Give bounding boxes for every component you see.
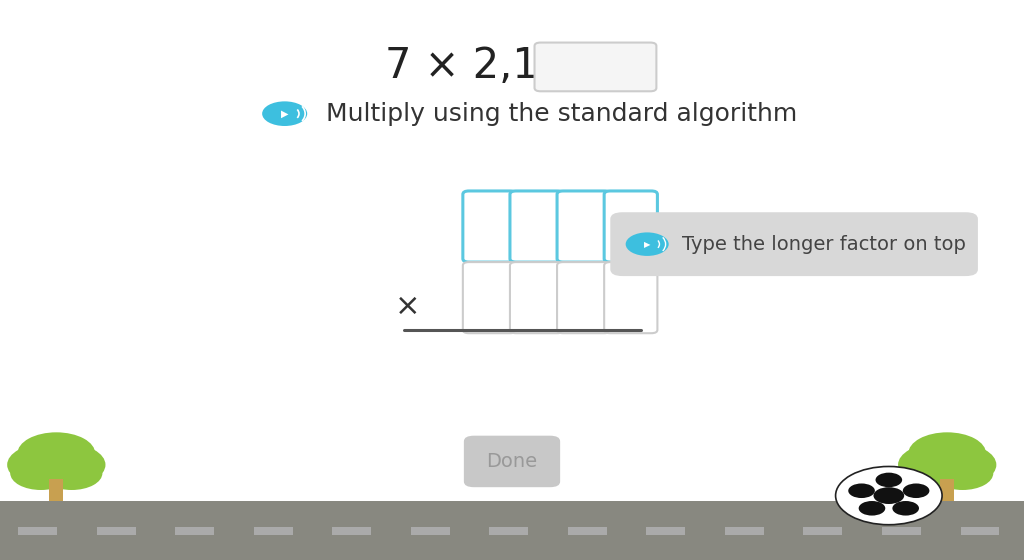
Bar bbox=[254, 527, 293, 535]
FancyBboxPatch shape bbox=[604, 191, 657, 262]
Bar bbox=[961, 527, 999, 535]
Bar bbox=[804, 527, 843, 535]
FancyBboxPatch shape bbox=[604, 262, 657, 333]
Circle shape bbox=[898, 444, 976, 486]
Circle shape bbox=[7, 444, 85, 486]
FancyBboxPatch shape bbox=[463, 191, 516, 262]
FancyBboxPatch shape bbox=[557, 262, 610, 333]
Bar bbox=[489, 527, 528, 535]
Circle shape bbox=[626, 232, 669, 256]
Circle shape bbox=[836, 466, 942, 525]
Circle shape bbox=[901, 456, 963, 490]
Circle shape bbox=[848, 483, 874, 498]
FancyBboxPatch shape bbox=[610, 212, 978, 276]
Text: Type the longer factor on top: Type the longer factor on top bbox=[682, 235, 966, 254]
Bar bbox=[568, 527, 607, 535]
Bar bbox=[646, 527, 685, 535]
FancyBboxPatch shape bbox=[463, 262, 516, 333]
Text: 7 × 2,162 =: 7 × 2,162 = bbox=[385, 45, 639, 87]
Bar bbox=[97, 527, 136, 535]
Circle shape bbox=[859, 501, 886, 516]
Bar bbox=[333, 527, 372, 535]
Text: ×: × bbox=[395, 292, 420, 321]
Bar bbox=[882, 527, 921, 535]
Text: ▶: ▶ bbox=[281, 109, 289, 119]
FancyBboxPatch shape bbox=[510, 262, 563, 333]
Circle shape bbox=[876, 473, 902, 487]
Circle shape bbox=[41, 456, 102, 490]
Bar bbox=[0, 501, 1024, 560]
Text: ▶: ▶ bbox=[644, 240, 650, 249]
Circle shape bbox=[919, 444, 996, 486]
Circle shape bbox=[17, 432, 95, 475]
Circle shape bbox=[873, 487, 904, 504]
Text: Done: Done bbox=[486, 452, 538, 471]
FancyBboxPatch shape bbox=[557, 191, 610, 262]
FancyBboxPatch shape bbox=[535, 43, 656, 91]
Circle shape bbox=[932, 456, 993, 490]
Circle shape bbox=[908, 432, 986, 475]
Bar bbox=[940, 479, 954, 501]
Bar bbox=[725, 527, 764, 535]
Text: Multiply using the standard algorithm: Multiply using the standard algorithm bbox=[326, 102, 797, 125]
Circle shape bbox=[262, 101, 307, 126]
FancyBboxPatch shape bbox=[510, 191, 563, 262]
FancyBboxPatch shape bbox=[464, 436, 560, 487]
Circle shape bbox=[892, 501, 919, 516]
Bar bbox=[49, 479, 63, 501]
Circle shape bbox=[903, 483, 930, 498]
Bar bbox=[18, 527, 57, 535]
Polygon shape bbox=[625, 232, 647, 256]
Bar bbox=[175, 527, 214, 535]
Circle shape bbox=[28, 444, 105, 486]
Circle shape bbox=[10, 456, 72, 490]
Bar bbox=[411, 527, 450, 535]
